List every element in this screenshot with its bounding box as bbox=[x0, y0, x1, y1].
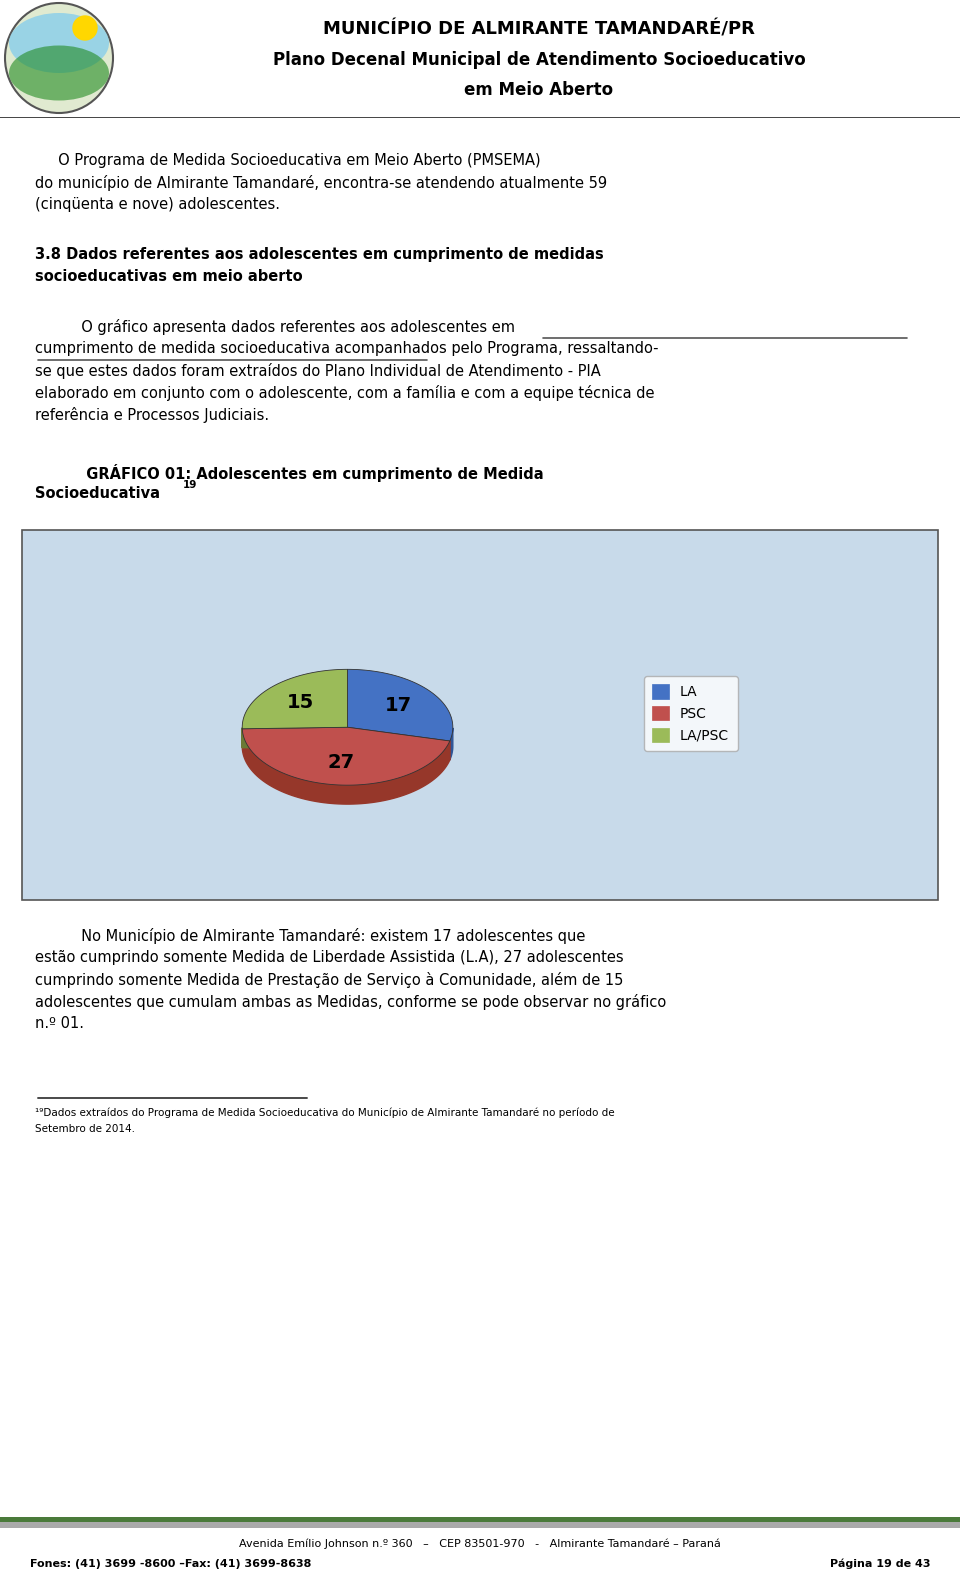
Text: em Meio Aberto: em Meio Aberto bbox=[465, 81, 613, 100]
Text: Fones: (41) 3699 -8600 –Fax: (41) 3699-8638: Fones: (41) 3699 -8600 –Fax: (41) 3699-8… bbox=[30, 1559, 311, 1569]
Text: elaborado em conjunto com o adolescente, com a família e com a equipe técnica de: elaborado em conjunto com o adolescente,… bbox=[35, 386, 655, 401]
Text: MUNICÍPIO DE ALMIRANTE TAMANDARÉ/PR: MUNICÍPIO DE ALMIRANTE TAMANDARÉ/PR bbox=[324, 21, 755, 40]
Text: cumprimento de medida socioeducativa acompanhados pelo Programa, ressaltando-: cumprimento de medida socioeducativa aco… bbox=[35, 341, 659, 356]
Bar bbox=[0, 1522, 960, 1528]
Ellipse shape bbox=[9, 46, 109, 101]
FancyBboxPatch shape bbox=[22, 529, 938, 901]
Polygon shape bbox=[242, 727, 348, 747]
Polygon shape bbox=[242, 727, 450, 785]
Text: 3.8 Dados referentes aos adolescentes em cumprimento de medidas: 3.8 Dados referentes aos adolescentes em… bbox=[35, 246, 604, 262]
Text: se que estes dados foram extraídos do Plano Individual de Atendimento - PIA: se que estes dados foram extraídos do Pl… bbox=[35, 363, 601, 379]
Bar bbox=[0, 1517, 960, 1522]
Polygon shape bbox=[242, 728, 450, 804]
Text: 15: 15 bbox=[287, 692, 314, 711]
Text: (cinqüenta e nove) adolescentes.: (cinqüenta e nove) adolescentes. bbox=[35, 198, 280, 212]
Legend: LA, PSC, LA/PSC: LA, PSC, LA/PSC bbox=[644, 676, 737, 750]
Text: Plano Decenal Municipal de Atendimento Socioeducativo: Plano Decenal Municipal de Atendimento S… bbox=[273, 51, 805, 70]
Text: GRÁFICO 01: Adolescentes em cumprimento de Medida: GRÁFICO 01: Adolescentes em cumprimento … bbox=[35, 465, 543, 482]
Polygon shape bbox=[348, 727, 450, 760]
Text: estão cumprindo somente Medida de Liberdade Assistida (L.A), 27 adolescentes: estão cumprindo somente Medida de Liberd… bbox=[35, 950, 624, 965]
Ellipse shape bbox=[9, 13, 109, 73]
Polygon shape bbox=[348, 727, 450, 760]
Text: Página 19 de 43: Página 19 de 43 bbox=[829, 1559, 930, 1569]
Text: Avenida Emílio Johnson n.º 360   –   CEP 83501-970   -   Almirante Tamandaré – P: Avenida Emílio Johnson n.º 360 – CEP 835… bbox=[239, 1539, 721, 1550]
Text: Setembro de 2014.: Setembro de 2014. bbox=[35, 1123, 135, 1134]
Text: socioeducativas em meio aberto: socioeducativas em meio aberto bbox=[35, 269, 302, 284]
Polygon shape bbox=[348, 670, 453, 741]
Text: do município de Almirante Tamandaré, encontra-se atendendo atualmente 59: do município de Almirante Tamandaré, enc… bbox=[35, 175, 607, 191]
Text: n.º 01.: n.º 01. bbox=[35, 1016, 84, 1032]
Text: adolescentes que cumulam ambas as Medidas, conforme se pode observar no gráfico: adolescentes que cumulam ambas as Medida… bbox=[35, 994, 666, 1010]
Text: 27: 27 bbox=[327, 754, 354, 773]
Ellipse shape bbox=[5, 3, 113, 114]
Circle shape bbox=[73, 16, 97, 40]
Text: 19: 19 bbox=[183, 480, 198, 490]
Text: cumprindo somente Medida de Prestação de Serviço à Comunidade, além de 15: cumprindo somente Medida de Prestação de… bbox=[35, 972, 623, 988]
Text: No Município de Almirante Tamandaré: existem 17 adolescentes que: No Município de Almirante Tamandaré: exi… bbox=[35, 927, 586, 943]
Text: ¹⁹Dados extraídos do Programa de Medida Socioeducativa do Município de Almirante: ¹⁹Dados extraídos do Programa de Medida … bbox=[35, 1108, 614, 1119]
Polygon shape bbox=[242, 727, 348, 747]
Text: Socioeducativa: Socioeducativa bbox=[35, 487, 160, 501]
Text: 17: 17 bbox=[385, 695, 413, 714]
Text: referência e Processos Judiciais.: referência e Processos Judiciais. bbox=[35, 408, 269, 423]
Text: O Programa de Medida Socioeducativa em Meio Aberto (PMSEMA): O Programa de Medida Socioeducativa em M… bbox=[35, 153, 540, 167]
Polygon shape bbox=[242, 670, 348, 728]
Text: O gráfico apresenta dados referentes aos adolescentes em: O gráfico apresenta dados referentes aos… bbox=[35, 319, 515, 335]
Polygon shape bbox=[450, 728, 453, 760]
